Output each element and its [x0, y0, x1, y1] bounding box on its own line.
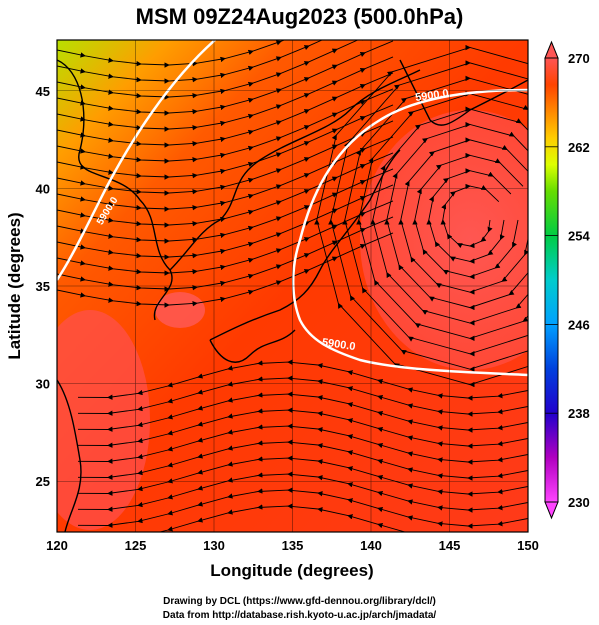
y-axis-label: Latitude (degrees) — [5, 212, 24, 359]
colorbar-tick-label: 270 — [568, 51, 590, 66]
contour-label-north: 5900.0 — [414, 87, 449, 104]
x-tick-label: 135 — [282, 538, 304, 553]
colorbar-tick-label: 238 — [568, 406, 590, 421]
colorbar-tick-label: 230 — [568, 495, 590, 510]
colorbar: 270 262 254 246 238 230 — [544, 40, 590, 520]
x-tick-label: 150 — [517, 538, 539, 553]
y-tick-label: 35 — [36, 279, 50, 294]
y-tick-label: 30 — [36, 377, 50, 392]
credit-drawing: Drawing by DCL (https://www.gfd-dennou.o… — [163, 596, 436, 607]
map-title: MSM 09Z24Aug2023 (500.0hPa) — [135, 4, 464, 29]
y-tick-label: 45 — [36, 84, 50, 99]
colorbar-bottom-arrow — [544, 501, 559, 520]
streamline — [107, 503, 503, 532]
colorbar-tick-label: 262 — [568, 140, 590, 155]
x-tick-labels: 120 125 130 135 140 145 150 — [46, 538, 539, 553]
colorbar-tick-label: 254 — [568, 229, 590, 244]
streamline — [57, 232, 394, 308]
contour-label-south: 5900.0 — [321, 337, 356, 354]
x-tick-label: 125 — [125, 538, 147, 553]
y-tick-label: 25 — [36, 474, 50, 489]
x-tick-label: 140 — [360, 538, 382, 553]
credit-data: Data from http://database.rish.kyoto-u.a… — [162, 610, 437, 621]
plot-frame — [56, 39, 529, 533]
temperature-field — [57, 40, 528, 532]
wind-streamlines — [57, 40, 528, 532]
colorbar-top-arrow — [544, 40, 559, 59]
y-tick-label: 40 — [36, 181, 50, 196]
x-tick-label: 145 — [439, 538, 461, 553]
x-tick-label: 120 — [46, 538, 68, 553]
x-tick-label: 130 — [203, 538, 225, 553]
y-tick-labels: 25 30 35 40 45 — [36, 84, 50, 489]
colorbar-tick-label: 246 — [568, 317, 590, 332]
contour-5900-east — [292, 88, 528, 377]
x-axis-label: Longitude (degrees) — [210, 561, 373, 580]
contour-5900 — [57, 40, 216, 281]
